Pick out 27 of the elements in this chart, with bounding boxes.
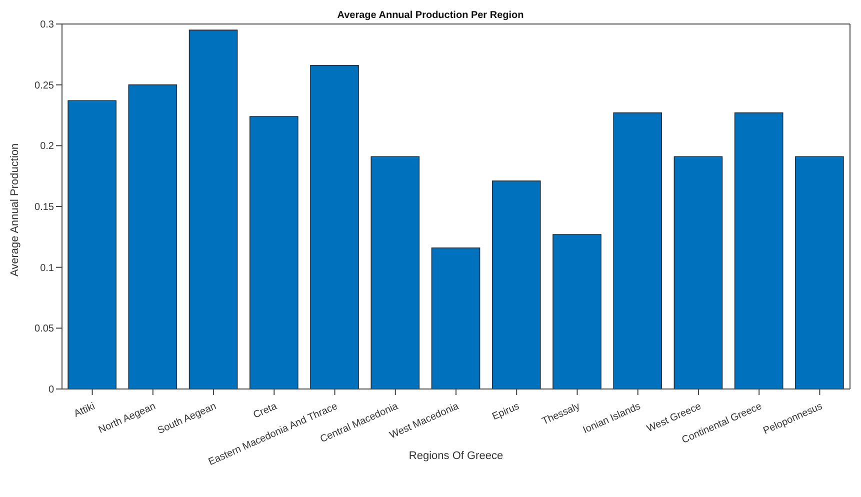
bar — [370, 156, 420, 389]
y-axis-title: Average Annual Production — [8, 143, 21, 276]
y-tick-label: 0.1 — [40, 262, 54, 274]
bar — [552, 234, 602, 389]
bar — [795, 156, 844, 389]
bar — [431, 247, 480, 389]
bar — [68, 100, 116, 389]
y-tick-label: 0.3 — [40, 20, 54, 31]
bar — [310, 64, 359, 389]
bar — [613, 112, 662, 389]
bar — [492, 180, 541, 389]
x-tick-label: Ionian Islands — [581, 401, 642, 436]
y-tick-label: 0.15 — [34, 202, 54, 214]
chart-title: Average Annual Production Per Region — [336, 10, 525, 21]
bar — [128, 84, 178, 389]
y-tick-label: 0 — [48, 384, 54, 396]
x-tick-label: Epirus — [490, 401, 522, 423]
bar — [674, 156, 723, 389]
y-tick-label: 0.05 — [34, 324, 54, 335]
x-tick-label: Attiki — [72, 401, 97, 420]
bar — [734, 112, 784, 389]
bar — [250, 116, 298, 389]
x-axis-title: Regions Of Greece — [408, 450, 504, 462]
y-tick-label: 0.2 — [40, 141, 54, 152]
x-tick-label: Creta — [252, 400, 280, 421]
bar — [188, 30, 238, 389]
y-tick-label: 0.25 — [34, 80, 54, 92]
